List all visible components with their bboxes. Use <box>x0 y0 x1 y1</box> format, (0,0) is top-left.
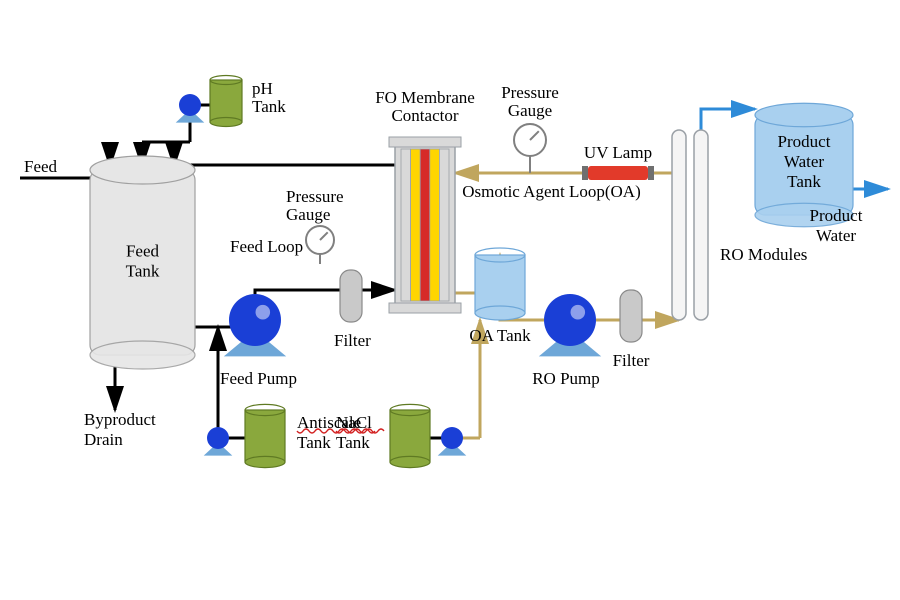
oa-tank <box>475 248 525 320</box>
label-oa-tank: OA Tank <box>469 326 531 345</box>
label-filter-2: Filter <box>613 351 650 370</box>
ph-tank <box>210 76 242 127</box>
feed-pump <box>224 294 286 356</box>
label-product-tank: Product <box>778 132 831 151</box>
label-product-tank: Water <box>784 152 824 171</box>
label-gauge-2: Pressure <box>501 83 559 102</box>
antiscale-tank <box>245 404 285 467</box>
label-nacl-word: NaCl <box>336 413 372 432</box>
filter-1 <box>340 270 362 322</box>
label-fo: Contactor <box>391 106 458 125</box>
label-product-tank: Tank <box>787 172 821 191</box>
label-fo: FO Membrane <box>375 88 475 107</box>
uv-lamp <box>582 166 654 180</box>
antiscale-pump <box>204 427 233 456</box>
ph-pump <box>176 94 205 123</box>
pressure-gauge-1 <box>306 226 334 264</box>
filter-2 <box>620 290 642 342</box>
label-oa-loop: Osmotic Agent Loop(OA) <box>462 182 640 201</box>
label-feed-loop: Feed Loop <box>230 237 303 256</box>
label-filter-1: Filter <box>334 331 371 350</box>
fo-membrane-contactor <box>389 137 461 313</box>
label-gauge-2: Gauge <box>508 101 552 120</box>
label-byproduct: Byproduct <box>84 410 156 429</box>
label-product-water: Product <box>810 206 863 225</box>
label-feed-tank: Tank <box>126 262 160 281</box>
pressure-gauge-2 <box>514 124 546 166</box>
label-ro-pump: RO Pump <box>532 369 600 388</box>
label-ph-tank: pH <box>252 79 273 98</box>
nacl-tank <box>390 404 430 467</box>
label-nacl-tank2: Tank <box>336 433 370 452</box>
ro-pump <box>539 294 601 356</box>
label-product-water: Water <box>816 226 856 245</box>
pipe-ro-to-product <box>701 109 755 130</box>
label-ph-tank: Tank <box>252 97 286 116</box>
label-feed: Feed <box>24 157 58 176</box>
ro-modules <box>672 130 708 320</box>
label-gauge-1: Gauge <box>286 205 330 224</box>
label-antiscale-tank2: Tank <box>297 433 331 452</box>
label-ro-modules: RO Modules <box>720 245 807 264</box>
label-uv: UV Lamp <box>584 143 652 162</box>
nacl-pump <box>438 427 467 456</box>
label-byproduct: Drain <box>84 430 123 449</box>
label-feed-tank: Feed <box>126 242 160 261</box>
pipe-feedloop-to-fo <box>255 290 395 294</box>
label-gauge-1: Pressure <box>286 187 344 206</box>
label-feed-pump: Feed Pump <box>220 369 297 388</box>
